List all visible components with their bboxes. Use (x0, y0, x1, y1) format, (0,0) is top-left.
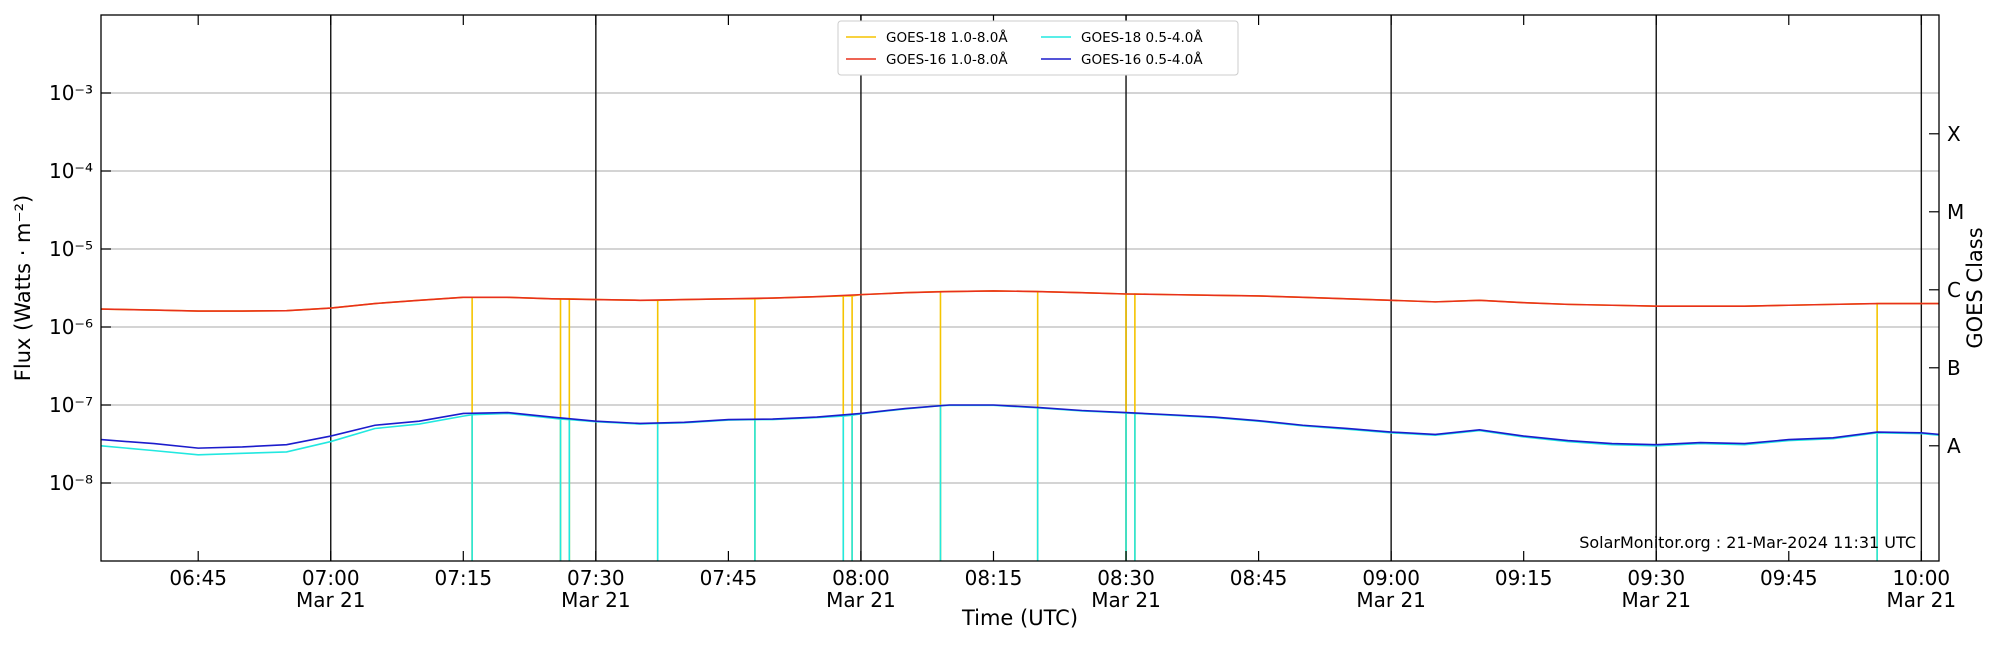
x-tick-label: 08:00 Mar 21 (826, 566, 896, 612)
legend-label: GOES-16 1.0-8.0Å (886, 51, 1008, 68)
y-tick-label: 10⁻⁴ (49, 159, 93, 183)
y2-tick-label: M (1947, 200, 1964, 224)
x-tick-label: 06:45 (169, 566, 227, 590)
axes-layer: 10⁻⁸ 10⁻⁷ 10⁻⁶ 10⁻⁵ 10⁻⁴ 10⁻³ A B C M X 06:45 07:00 M… (49, 15, 1964, 612)
x-tick-label: 08:30 Mar 21 (1091, 566, 1161, 612)
y2-tick-label: X (1947, 122, 1961, 146)
data-layer (101, 290, 1939, 561)
plot-frame (100, 14, 1940, 562)
x-tick-label: 07:00 Mar 21 (296, 566, 366, 612)
x-tick-label: 09:00 Mar 21 (1356, 566, 1426, 612)
x-tick-label: 09:30 Mar 21 (1621, 566, 1691, 612)
y-tick-label: 10⁻⁷ (49, 393, 93, 417)
grid-layer (101, 15, 1939, 561)
legend: GOES-18 1.0-8.0Å GOES-16 1.0-8.0Å GOES-18 … (837, 20, 1239, 76)
x-tick-label: 08:15 (965, 566, 1023, 590)
y-tick-label: 10⁻⁸ (49, 471, 93, 495)
x-tick-label: 07:45 (700, 566, 758, 590)
x-tick-label: 07:30 Mar 21 (561, 566, 631, 612)
y2-tick-label: A (1947, 434, 1961, 458)
x-tick-label: 08:45 (1230, 566, 1288, 590)
legend-label: GOES-18 0.5-4.0Å (1081, 29, 1203, 46)
y-tick-label: 10⁻⁵ (49, 237, 93, 261)
x-tick-label: 09:15 (1495, 566, 1553, 590)
legend-box (837, 20, 1239, 76)
legend-label: GOES-16 0.5-4.0Å (1081, 51, 1203, 68)
y2-tick-label: C (1947, 278, 1961, 302)
y-tick-label: 10⁻³ (49, 81, 93, 105)
x-tick-label: 09:45 (1760, 566, 1818, 590)
x-axis-label: Time (UTC) (961, 606, 1078, 630)
annotation: SolarMonitor.org : 21-Mar-2024 11:31 UTC (1579, 533, 1916, 552)
y-tick-label: 10⁻⁶ (49, 315, 93, 339)
x-tick-label: 07:15 (434, 566, 492, 590)
x-tick-label: 10:00 Mar 21 (1887, 566, 1957, 612)
series-line (101, 404, 1939, 449)
y2-axis-label: GOES Class (1963, 227, 1987, 348)
legend-label: GOES-18 1.0-8.0Å (886, 29, 1008, 46)
series-line (101, 290, 1939, 312)
y-axis-label: Flux (Watts · m⁻²) (11, 195, 35, 381)
y2-tick-label: B (1947, 356, 1961, 380)
